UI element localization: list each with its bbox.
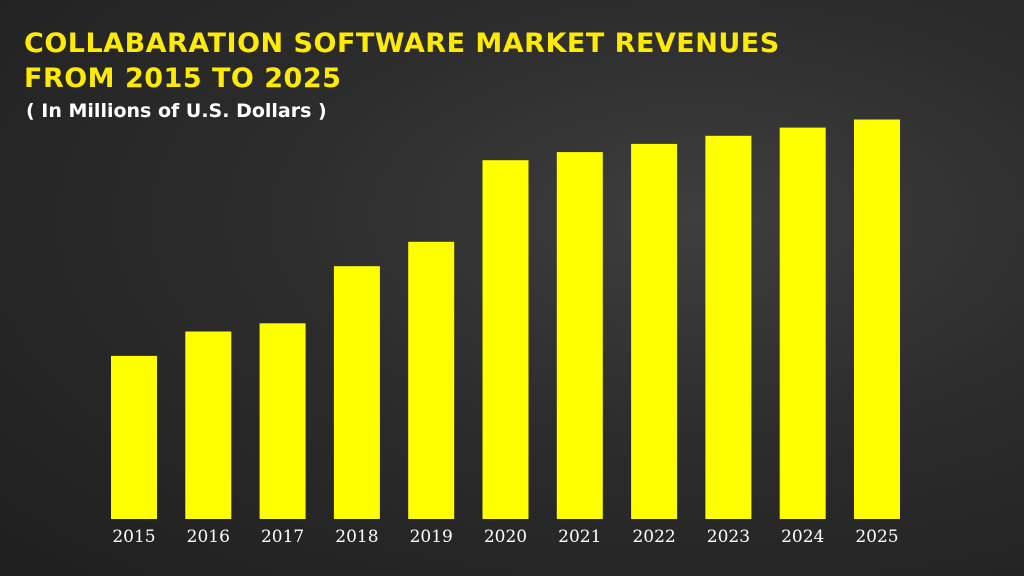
- x-tick-labels: 2015 2016 2017 2018 2019 2020 2021 2022 2023 2024…: [112, 527, 898, 547]
- x-tick-label-2025: 2025: [855, 527, 898, 547]
- bar-2025: [854, 119, 900, 519]
- bar-2022: [631, 143, 678, 519]
- x-tick-label-2021: 2021: [558, 527, 601, 547]
- bar-2024: [779, 127, 826, 519]
- chart-title: COLLABARATION SOFTWARE MARKET REVENUES F…: [24, 28, 780, 94]
- bar-2023: [705, 135, 752, 520]
- bar-2018: [333, 266, 380, 519]
- x-tick-label-2018: 2018: [335, 527, 378, 547]
- bar-2019: [408, 241, 455, 520]
- bar-2015: [111, 355, 157, 519]
- x-tick-label-2023: 2023: [707, 527, 750, 547]
- x-tick-label-2016: 2016: [187, 527, 230, 547]
- chart-subtitle: ( In Millions of U.S. Dollars ): [26, 100, 327, 122]
- bar-2016: [185, 331, 232, 519]
- bars-group: [111, 119, 900, 520]
- x-tick-label-2020: 2020: [484, 527, 527, 547]
- bar-2020: [482, 160, 529, 519]
- x-tick-label-2024: 2024: [781, 527, 824, 547]
- x-tick-label-2019: 2019: [410, 527, 453, 547]
- bar-2021: [556, 152, 603, 519]
- bar-2017: [259, 323, 306, 519]
- x-tick-label-2017: 2017: [261, 527, 304, 547]
- x-tick-label-2015: 2015: [112, 527, 155, 547]
- x-tick-label-2022: 2022: [632, 527, 675, 547]
